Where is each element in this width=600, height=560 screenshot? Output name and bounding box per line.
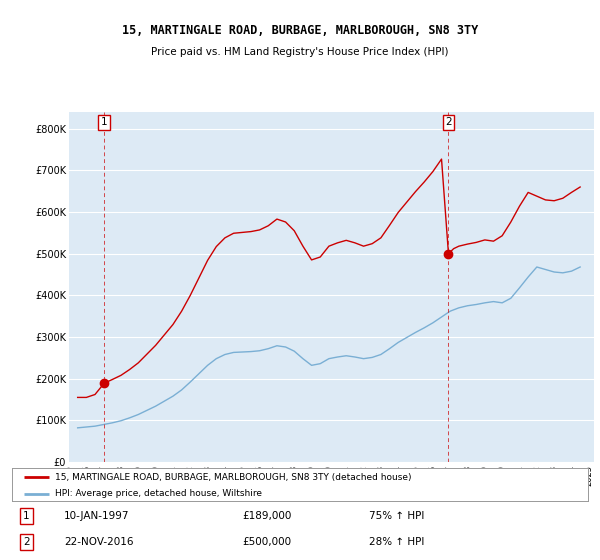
Text: £189,000: £189,000 (242, 511, 292, 521)
Text: 22-NOV-2016: 22-NOV-2016 (64, 538, 133, 548)
Text: 2: 2 (23, 538, 30, 548)
Text: 28% ↑ HPI: 28% ↑ HPI (369, 538, 424, 548)
Text: £500,000: £500,000 (242, 538, 292, 548)
Text: 15, MARTINGALE ROAD, BURBAGE, MARLBOROUGH, SN8 3TY: 15, MARTINGALE ROAD, BURBAGE, MARLBOROUG… (122, 24, 478, 38)
Text: HPI: Average price, detached house, Wiltshire: HPI: Average price, detached house, Wilt… (55, 489, 262, 498)
Text: 15, MARTINGALE ROAD, BURBAGE, MARLBOROUGH, SN8 3TY (detached house): 15, MARTINGALE ROAD, BURBAGE, MARLBOROUG… (55, 473, 412, 482)
Text: 75% ↑ HPI: 75% ↑ HPI (369, 511, 424, 521)
Text: 1: 1 (23, 511, 30, 521)
Text: Price paid vs. HM Land Registry's House Price Index (HPI): Price paid vs. HM Land Registry's House … (151, 47, 449, 57)
Text: 1: 1 (101, 117, 107, 127)
Text: 2: 2 (445, 117, 452, 127)
Text: 10-JAN-1997: 10-JAN-1997 (64, 511, 130, 521)
